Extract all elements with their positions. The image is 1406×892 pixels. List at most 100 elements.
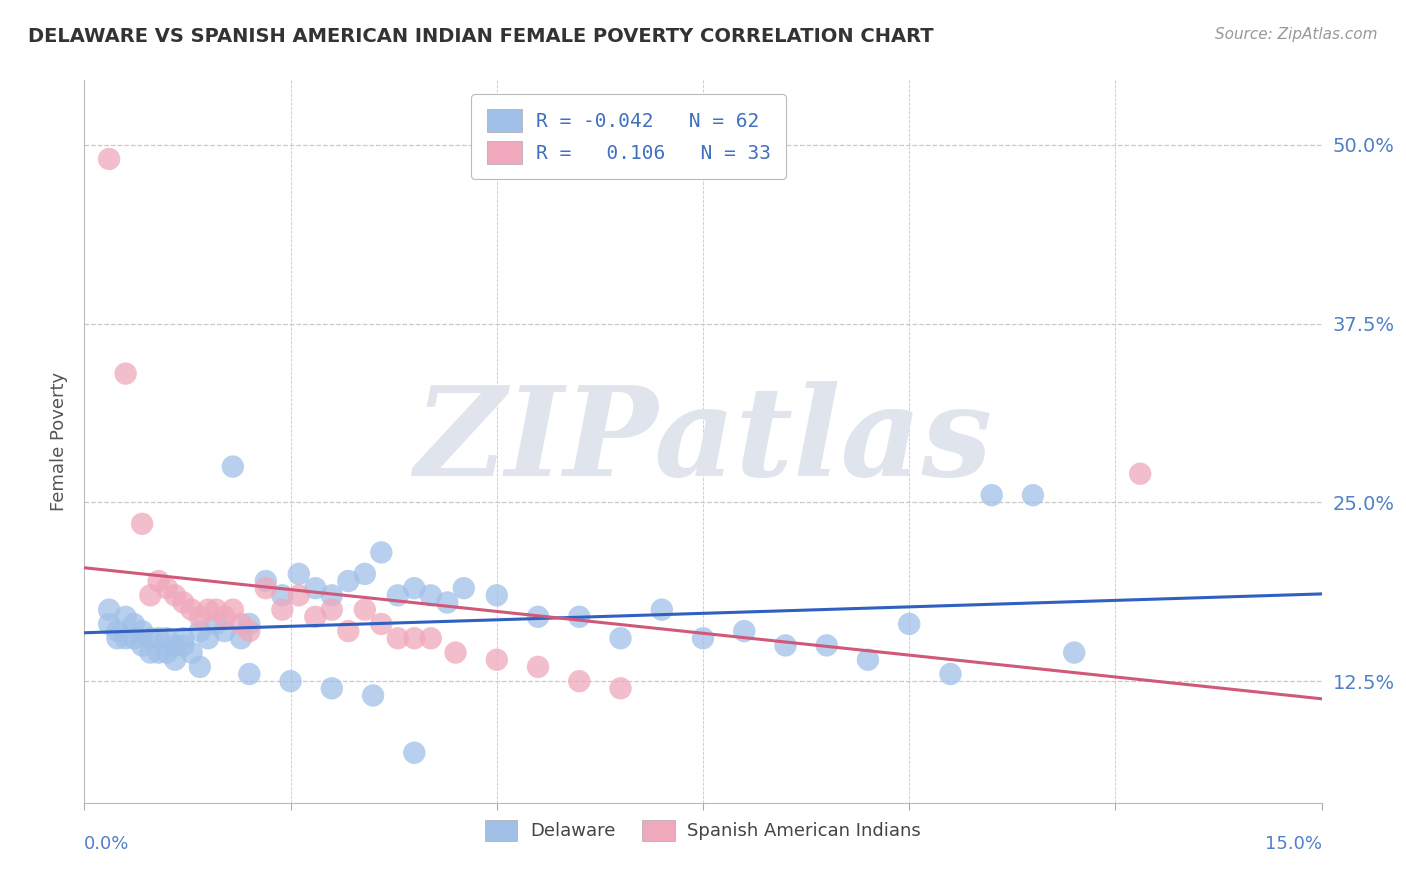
Point xyxy=(815,639,838,653)
Point xyxy=(419,588,441,602)
Point xyxy=(304,581,326,595)
Point xyxy=(172,632,194,646)
Point xyxy=(337,624,360,639)
Point xyxy=(156,632,179,646)
Point xyxy=(156,581,179,595)
Point xyxy=(165,639,187,653)
Point xyxy=(197,632,219,646)
Point xyxy=(105,632,128,646)
Y-axis label: Female Poverty: Female Poverty xyxy=(49,372,67,511)
Point xyxy=(229,632,252,646)
Point xyxy=(156,646,179,660)
Point xyxy=(321,681,343,696)
Point xyxy=(304,609,326,624)
Point xyxy=(609,632,631,646)
Text: 0.0%: 0.0% xyxy=(84,835,129,854)
Point xyxy=(271,588,294,602)
Point xyxy=(180,602,202,616)
Point xyxy=(180,646,202,660)
Point xyxy=(387,632,409,646)
Point xyxy=(114,367,136,381)
Point xyxy=(419,632,441,646)
Point xyxy=(165,653,187,667)
Point xyxy=(288,588,311,602)
Point xyxy=(353,566,375,581)
Point xyxy=(205,602,228,616)
Point xyxy=(131,624,153,639)
Point xyxy=(453,581,475,595)
Point xyxy=(1063,646,1085,660)
Point xyxy=(222,602,245,616)
Point xyxy=(485,653,508,667)
Point xyxy=(609,681,631,696)
Point xyxy=(404,746,426,760)
Point xyxy=(197,602,219,616)
Point xyxy=(229,617,252,632)
Text: Source: ZipAtlas.com: Source: ZipAtlas.com xyxy=(1215,27,1378,42)
Point xyxy=(651,602,673,616)
Point xyxy=(527,609,550,624)
Point xyxy=(321,588,343,602)
Point xyxy=(404,581,426,595)
Text: ZIPatlas: ZIPatlas xyxy=(413,381,993,502)
Point xyxy=(114,632,136,646)
Point xyxy=(692,632,714,646)
Point xyxy=(775,639,797,653)
Point xyxy=(568,674,591,689)
Point xyxy=(188,660,211,674)
Point xyxy=(148,632,170,646)
Point xyxy=(444,646,467,660)
Text: 15.0%: 15.0% xyxy=(1264,835,1322,854)
Point xyxy=(1022,488,1045,502)
Point xyxy=(254,574,277,588)
Point xyxy=(214,609,236,624)
Point xyxy=(370,545,392,559)
Point xyxy=(205,617,228,632)
Point xyxy=(172,639,194,653)
Point xyxy=(131,516,153,531)
Point xyxy=(404,632,426,646)
Point xyxy=(148,646,170,660)
Point xyxy=(733,624,755,639)
Point xyxy=(122,617,145,632)
Point xyxy=(370,617,392,632)
Point xyxy=(527,660,550,674)
Point xyxy=(280,674,302,689)
Point xyxy=(271,602,294,616)
Point xyxy=(898,617,921,632)
Point xyxy=(148,574,170,588)
Legend: Delaware, Spanish American Indians: Delaware, Spanish American Indians xyxy=(478,813,928,848)
Point xyxy=(238,617,260,632)
Point xyxy=(165,588,187,602)
Point xyxy=(238,624,260,639)
Point xyxy=(337,574,360,588)
Point xyxy=(1129,467,1152,481)
Point xyxy=(114,609,136,624)
Point xyxy=(139,632,162,646)
Point xyxy=(98,602,121,616)
Point xyxy=(131,639,153,653)
Point xyxy=(214,624,236,639)
Point xyxy=(856,653,879,667)
Point xyxy=(939,667,962,681)
Point xyxy=(188,624,211,639)
Point xyxy=(98,617,121,632)
Point xyxy=(353,602,375,616)
Point xyxy=(139,646,162,660)
Point xyxy=(321,602,343,616)
Point xyxy=(980,488,1002,502)
Point xyxy=(568,609,591,624)
Point xyxy=(139,588,162,602)
Point xyxy=(122,632,145,646)
Point xyxy=(98,152,121,166)
Text: DELAWARE VS SPANISH AMERICAN INDIAN FEMALE POVERTY CORRELATION CHART: DELAWARE VS SPANISH AMERICAN INDIAN FEMA… xyxy=(28,27,934,45)
Point xyxy=(238,667,260,681)
Point xyxy=(222,459,245,474)
Point xyxy=(436,595,458,609)
Point xyxy=(485,588,508,602)
Point xyxy=(387,588,409,602)
Point xyxy=(172,595,194,609)
Point xyxy=(254,581,277,595)
Point xyxy=(105,624,128,639)
Point xyxy=(288,566,311,581)
